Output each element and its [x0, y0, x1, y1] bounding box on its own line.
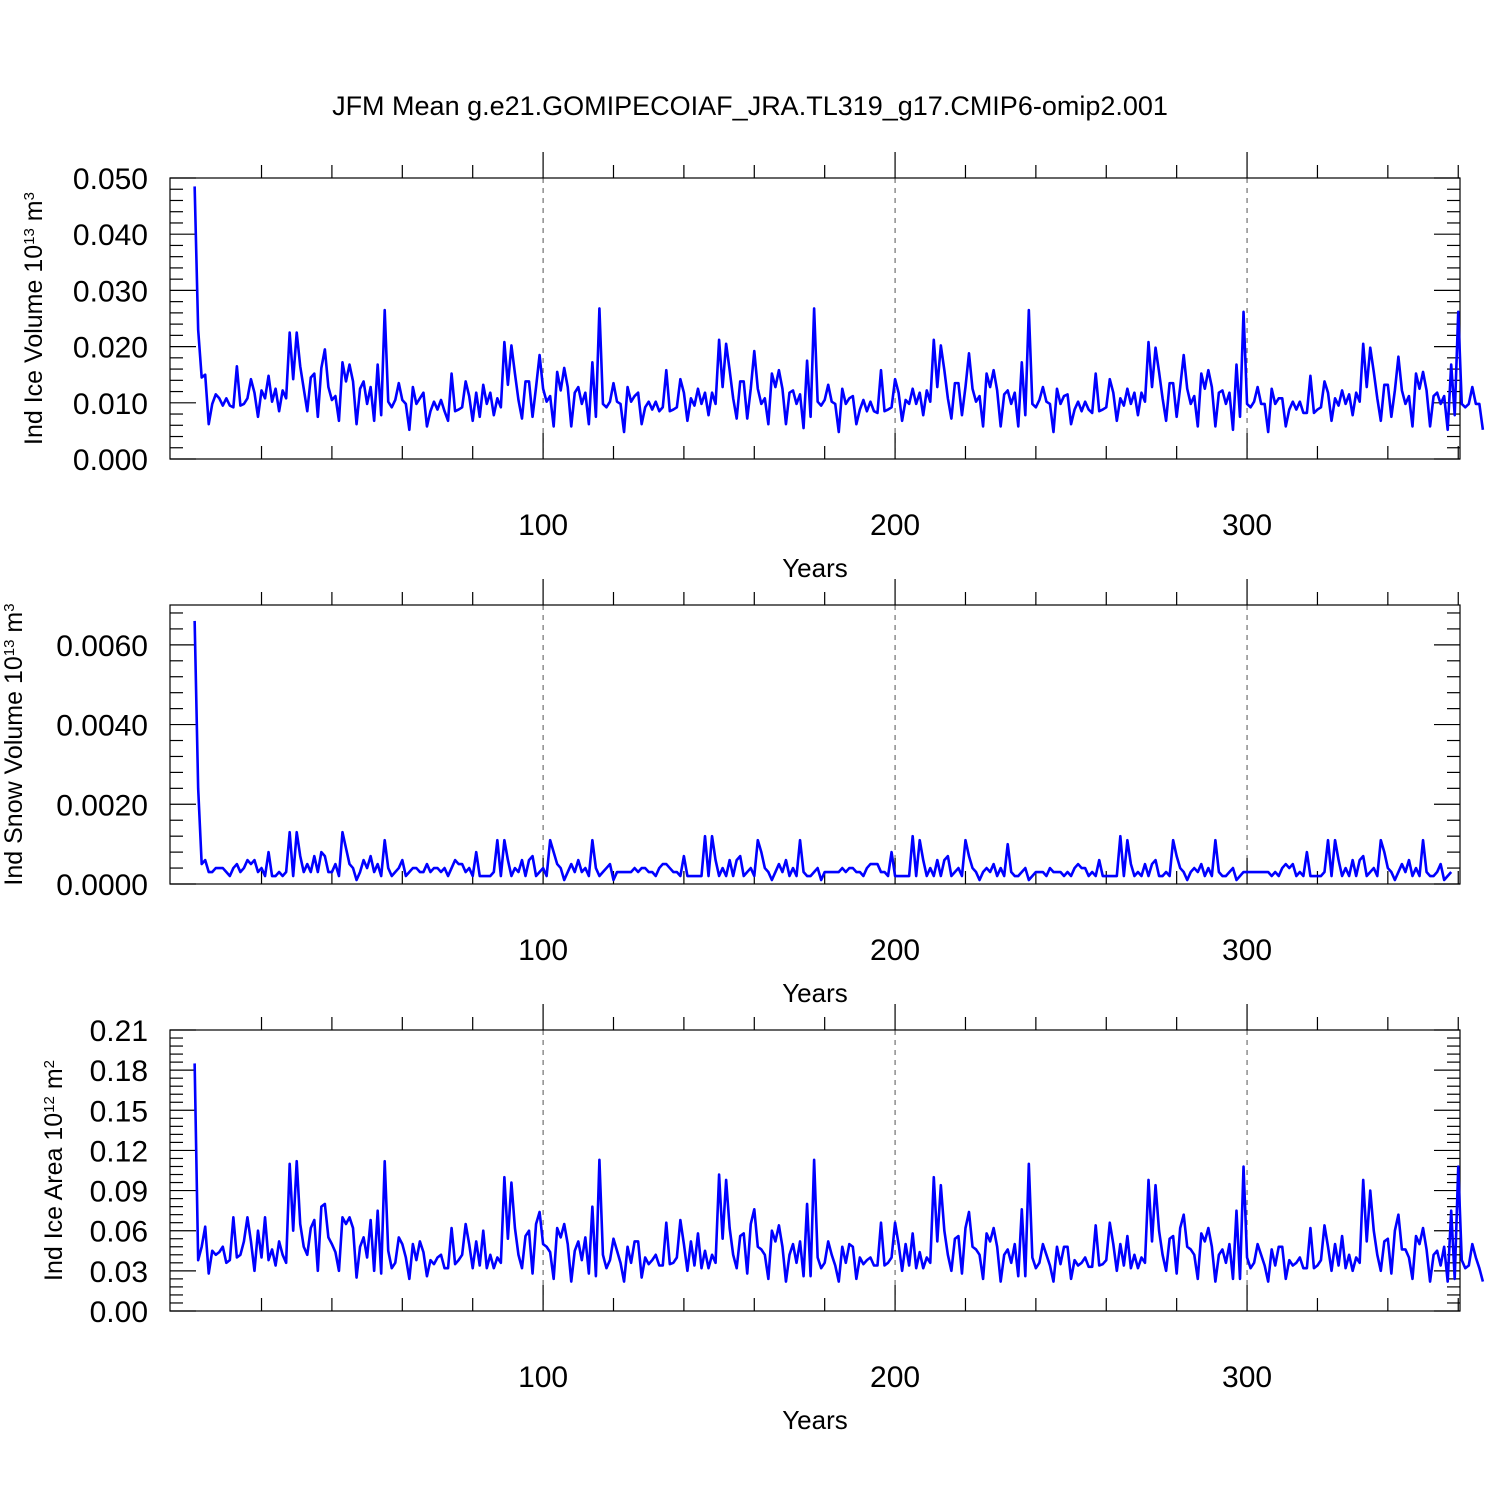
- y-axis-title-part: m: [0, 612, 28, 640]
- y-tick-label: 0.09: [90, 1176, 148, 1209]
- series-line-ice-volume: [193, 186, 1485, 434]
- y-tick-label: 0.020: [73, 332, 148, 365]
- y-axis-title: Ind Snow Volume 1013 m3: [0, 603, 28, 885]
- x-tick-label: 200: [870, 1361, 920, 1394]
- x-axis-title: Years: [782, 553, 848, 583]
- y-tick-label: 0.000: [73, 444, 148, 477]
- y-tick-label: 0.15: [90, 1095, 148, 1128]
- y-axis-title-part: m: [40, 1068, 68, 1096]
- y-axis-title-superscript: 13: [21, 228, 38, 245]
- y-axis-title: Ind Ice Area 1012 m2: [40, 1060, 68, 1281]
- plot-frame: [169, 1029, 1461, 1312]
- y-tick-label: 0.0000: [56, 869, 148, 902]
- series-line-snow-volume: [193, 620, 1453, 882]
- plot-frame: [169, 177, 1461, 460]
- y-tick-label: 0.06: [90, 1216, 148, 1249]
- y-axis-title-part: Ind Ice Area 10: [40, 1113, 68, 1281]
- y-tick-label: 0.00: [90, 1296, 148, 1329]
- y-axis-title-superscript: 13: [1, 640, 18, 657]
- y-tick-label: 0.010: [73, 388, 148, 421]
- panels: 0.000 0.010 0.020 0.030 0.040 0.050 100 200 300 Y…: [0, 152, 1485, 1435]
- y-tick-label: 0.040: [73, 219, 148, 252]
- x-tick-label: 100: [518, 1361, 568, 1394]
- y-tick-label: 0.12: [90, 1135, 148, 1168]
- x-tick-label: 200: [870, 934, 920, 967]
- y-tick-label: 0.18: [90, 1055, 148, 1088]
- y-tick-label: 0.0040: [56, 710, 148, 743]
- y-axis-title-part: Ind Snow Volume 10: [0, 656, 28, 885]
- y-axis-title-superscript: 12: [41, 1096, 58, 1113]
- y-axis-title-superscript: 3: [1, 603, 18, 611]
- y-tick-label: 0.03: [90, 1256, 148, 1289]
- panel-ice-area: 0.00 0.03 0.06 0.09 0.12 0.15 0.18 0.21 100 200 30…: [40, 1004, 1485, 1435]
- x-tick-label: 300: [1222, 1361, 1272, 1394]
- plot-frame: [169, 604, 1461, 885]
- y-tick-label: 0.0060: [56, 630, 148, 663]
- y-tick-label: 0.030: [73, 275, 148, 308]
- y-tick-label: 0.21: [90, 1015, 148, 1048]
- y-axis-title-superscript: 2: [41, 1060, 58, 1068]
- figure-title: JFM Mean g.e21.GOMIPECOIAF_JRA.TL319_g17…: [332, 91, 1168, 121]
- series-line-ice-area: [193, 1063, 1485, 1283]
- x-tick-label: 100: [518, 934, 568, 967]
- y-tick-label: 0.0020: [56, 789, 148, 822]
- x-tick-label: 200: [870, 509, 920, 542]
- panel-ice-volume: 0.000 0.010 0.020 0.030 0.040 0.050 100 200 300 Y…: [20, 152, 1485, 583]
- x-tick-label: 300: [1222, 934, 1272, 967]
- y-axis-title-superscript: 3: [21, 192, 38, 200]
- y-axis-title-part: m: [20, 200, 48, 228]
- x-tick-label: 300: [1222, 509, 1272, 542]
- panel-snow-volume: 0.0000 0.0020 0.0040 0.0060 100 200 300 Years In…: [0, 579, 1461, 1008]
- y-axis-title-part: Ind Ice Volume 10: [20, 245, 48, 445]
- y-axis-title: Ind Ice Volume 1013 m3: [20, 192, 48, 445]
- y-tick-label: 0.050: [73, 163, 148, 196]
- x-tick-label: 100: [518, 509, 568, 542]
- x-axis-title: Years: [782, 978, 848, 1008]
- x-axis-title: Years: [782, 1405, 848, 1435]
